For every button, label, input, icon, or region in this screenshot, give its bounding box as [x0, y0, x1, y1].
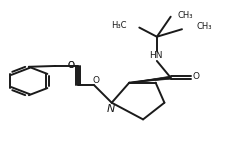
Text: H₃C: H₃C [111, 21, 126, 30]
Text: O: O [192, 72, 198, 81]
Text: HN: HN [148, 51, 162, 60]
Text: N: N [106, 104, 114, 114]
Text: CH₃: CH₃ [196, 22, 211, 31]
Text: CH₃: CH₃ [177, 11, 192, 20]
Polygon shape [129, 76, 170, 83]
Text: O: O [92, 76, 99, 85]
Text: O: O [67, 61, 74, 70]
Text: O: O [67, 61, 74, 70]
